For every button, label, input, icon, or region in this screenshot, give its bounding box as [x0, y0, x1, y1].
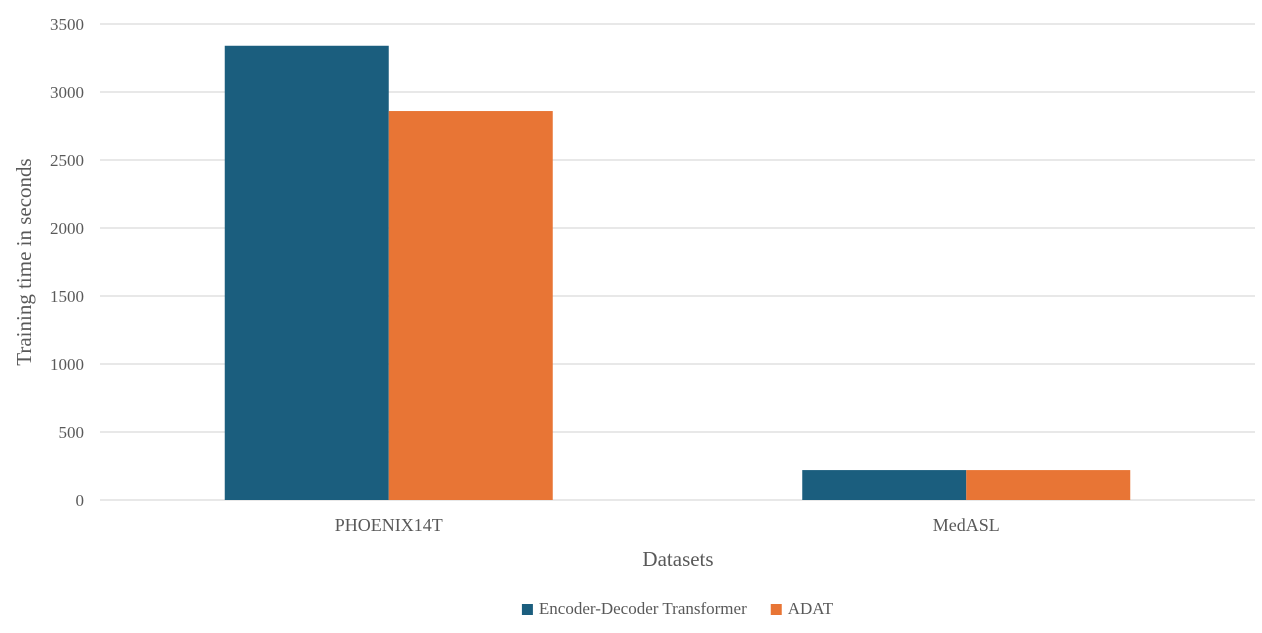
bar — [224, 45, 389, 500]
x-category-labels: PHOENIX14T MedASL — [335, 515, 1000, 535]
y-axis-title: Training time in seconds — [12, 158, 36, 365]
y-tick-label: 500 — [59, 423, 85, 442]
y-tick-label: 1000 — [50, 355, 84, 374]
legend-item: Encoder-Decoder Transformer — [521, 599, 747, 618]
legend-label: Encoder-Decoder Transformer — [539, 599, 747, 618]
x-category-label: PHOENIX14T — [335, 515, 443, 535]
bar — [966, 470, 1131, 500]
legend-swatch — [770, 604, 782, 615]
y-tick-label: 2000 — [50, 219, 84, 238]
y-tick-label: 2500 — [50, 151, 84, 170]
bar — [802, 470, 967, 500]
y-tick-label: 3500 — [50, 15, 84, 34]
x-category-label: MedASL — [933, 515, 1000, 535]
x-axis-title: Datasets — [642, 547, 713, 571]
y-tick-label: 0 — [76, 491, 85, 510]
legend: Encoder-Decoder Transformer ADAT — [521, 599, 834, 618]
bars — [224, 45, 1131, 500]
bar — [388, 111, 553, 500]
legend-item: ADAT — [770, 599, 834, 618]
y-tick-label: 3000 — [50, 83, 84, 102]
y-tick-labels: 0 500 1000 1500 2000 2500 3000 3500 — [50, 15, 84, 510]
legend-swatch — [521, 604, 533, 615]
legend-label: ADAT — [788, 599, 834, 618]
y-tick-label: 1500 — [50, 287, 84, 306]
